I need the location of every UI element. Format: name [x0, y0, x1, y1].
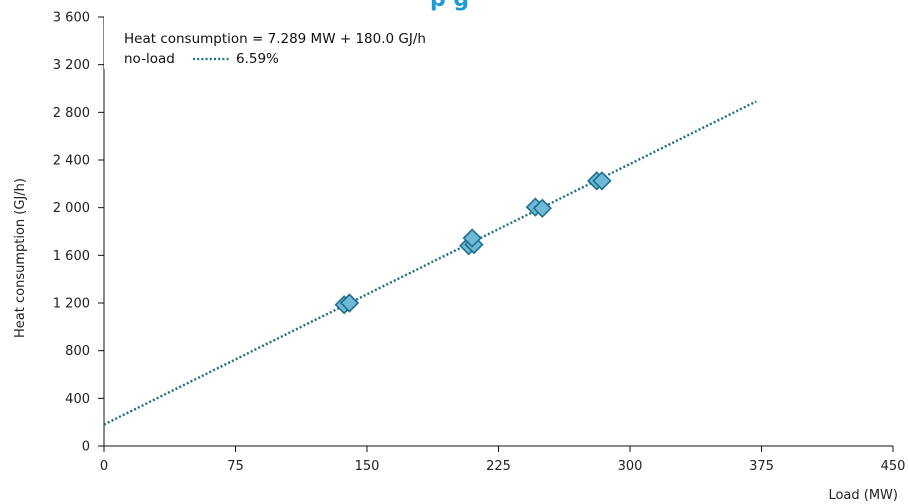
data-point-diamond — [532, 198, 552, 218]
y-tick-label: 3 200 — [53, 58, 90, 73]
fit-line-group — [103, 100, 757, 426]
y-tick-label: 3 600 — [53, 11, 90, 26]
legend-no-load-value: 6.59% — [236, 51, 279, 67]
data-point-diamond — [592, 171, 612, 191]
data-point-diamond — [462, 228, 482, 248]
y-tick-label: 2 000 — [53, 201, 90, 216]
x-axis-label: Load (MW) — [828, 488, 898, 503]
legend-no-load-label: no-load — [124, 51, 175, 67]
y-tick-label: 800 — [65, 344, 90, 359]
data-point-diamond — [339, 293, 360, 313]
chart-title-fragment: p g — [430, 0, 469, 12]
axes: 0 400 800 1 200 1 600 2 000 2 400 2 800 3 200 3 6… — [53, 11, 906, 475]
y-tick-label: 2 400 — [53, 154, 90, 169]
y-tick-label: 1 200 — [53, 297, 90, 312]
legend: Heat consumption = 7.289 MW + 180.0 GJ/h… — [104, 17, 524, 69]
x-tick-label: 0 — [100, 459, 108, 474]
legend-box — [104, 17, 524, 69]
y-tick-label: 2 800 — [53, 106, 90, 121]
x-tick-label: 300 — [618, 459, 643, 474]
legend-equation: Heat consumption = 7.289 MW + 180.0 GJ/h — [124, 31, 426, 47]
x-tick-label: 375 — [749, 459, 774, 474]
x-tick-label: 150 — [355, 459, 380, 474]
y-tick-label: 400 — [65, 392, 90, 407]
y-tick-label: 1 600 — [53, 249, 90, 264]
y-axis-label: Heat consumption (GJ/h) — [13, 178, 28, 338]
x-tick-label: 225 — [486, 459, 511, 474]
data-points — [334, 171, 612, 315]
x-tick-label: 450 — [881, 459, 906, 474]
y-tick-label: 0 — [82, 440, 90, 455]
x-tick-label: 75 — [227, 459, 244, 474]
fit-line — [103, 100, 757, 426]
